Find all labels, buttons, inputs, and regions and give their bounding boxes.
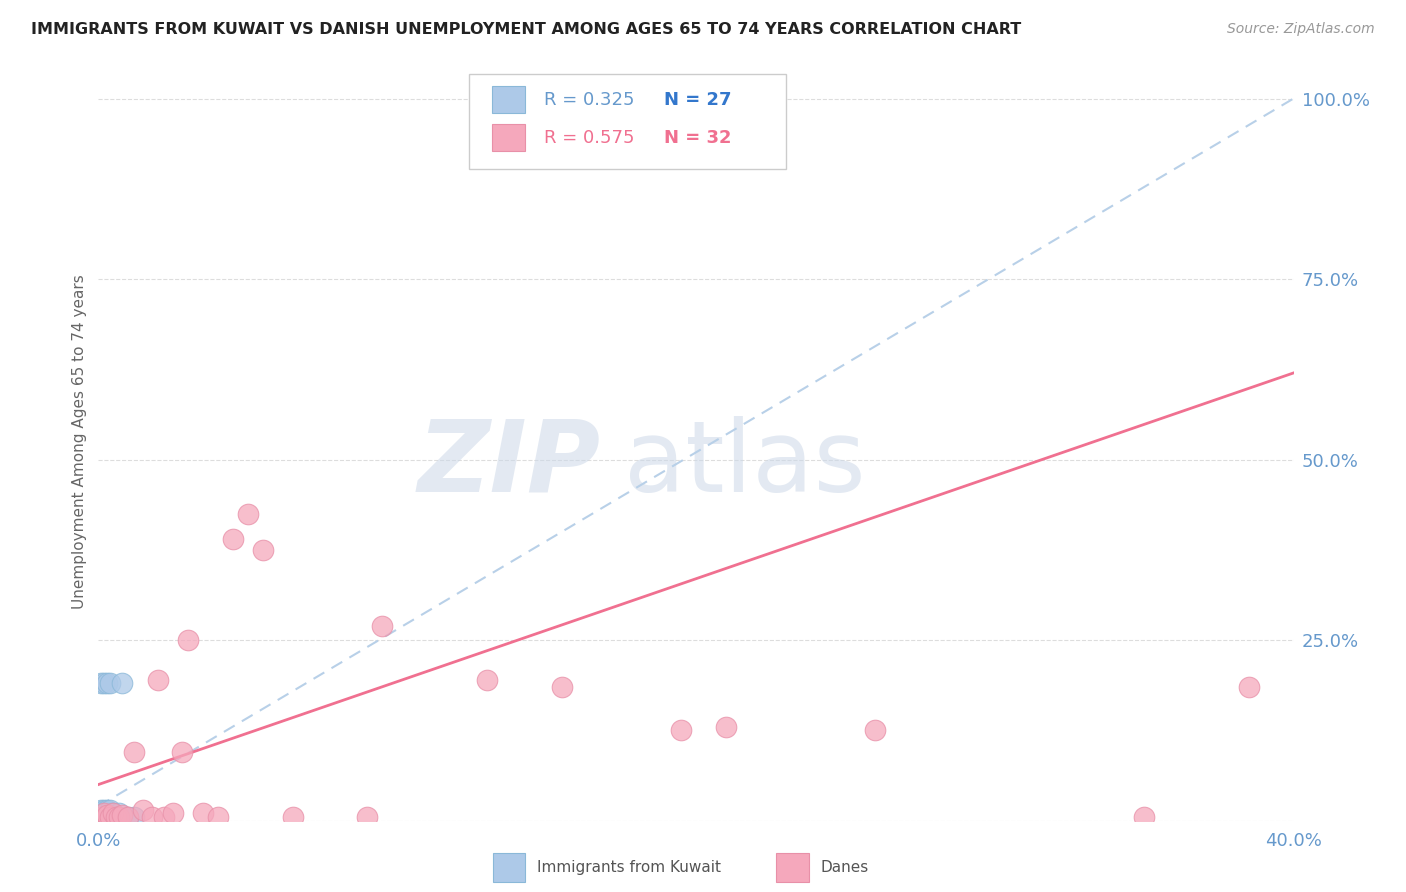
Point: [93, 808, 115, 822]
Point: [550, 680, 572, 694]
Point: [1237, 680, 1260, 694]
Point: [111, 808, 134, 822]
Text: atlas: atlas: [624, 416, 866, 513]
Point: [1133, 810, 1156, 824]
Point: [475, 673, 498, 687]
Bar: [492, 854, 526, 881]
Point: [172, 745, 194, 759]
Point: [90, 810, 112, 824]
Bar: [492, 86, 524, 113]
Point: [96, 804, 118, 818]
Point: [117, 810, 139, 824]
Point: [148, 673, 170, 687]
Point: [90, 676, 112, 690]
Point: [98, 810, 122, 824]
Y-axis label: Unemployment Among Ages 65 to 74 years: Unemployment Among Ages 65 to 74 years: [72, 274, 87, 609]
Point: [96, 803, 118, 817]
Text: N = 27: N = 27: [664, 91, 731, 109]
Point: [236, 507, 259, 521]
Point: [153, 810, 176, 824]
Point: [117, 810, 139, 824]
Point: [281, 810, 304, 824]
Bar: [776, 854, 808, 881]
Point: [669, 723, 692, 738]
Point: [124, 810, 146, 824]
Point: [90, 803, 112, 817]
Point: [90, 810, 112, 824]
Point: [124, 745, 146, 759]
Point: [93, 806, 115, 821]
Point: [98, 676, 122, 690]
Text: N = 32: N = 32: [664, 128, 731, 146]
Point: [177, 633, 200, 648]
Point: [714, 720, 737, 734]
Point: [222, 532, 245, 546]
Point: [252, 542, 274, 557]
Point: [865, 723, 887, 738]
Point: [96, 810, 118, 824]
Point: [103, 806, 125, 821]
Point: [93, 810, 115, 824]
Point: [96, 806, 118, 821]
Text: R = 0.575: R = 0.575: [544, 128, 634, 146]
Point: [93, 804, 115, 818]
Point: [108, 806, 131, 821]
Text: ZIP: ZIP: [418, 416, 600, 513]
Point: [93, 806, 115, 821]
Text: Source: ZipAtlas.com: Source: ZipAtlas.com: [1227, 22, 1375, 37]
Point: [90, 806, 112, 821]
Point: [356, 810, 378, 824]
Point: [105, 810, 128, 824]
Point: [111, 676, 134, 690]
FancyBboxPatch shape: [470, 74, 786, 169]
Point: [191, 806, 214, 821]
Point: [141, 810, 163, 824]
Point: [98, 803, 122, 817]
Text: R = 0.325: R = 0.325: [544, 91, 634, 109]
Point: [96, 808, 118, 822]
Point: [96, 808, 118, 822]
Point: [207, 810, 229, 824]
Point: [93, 676, 115, 690]
Point: [371, 618, 394, 632]
Point: [98, 808, 122, 822]
Point: [96, 676, 118, 690]
Point: [162, 806, 184, 821]
Point: [132, 803, 155, 817]
Point: [105, 810, 128, 824]
Point: [98, 810, 122, 824]
Text: IMMIGRANTS FROM KUWAIT VS DANISH UNEMPLOYMENT AMONG AGES 65 TO 74 YEARS CORRELAT: IMMIGRANTS FROM KUWAIT VS DANISH UNEMPLO…: [31, 22, 1021, 37]
Point: [103, 806, 125, 821]
Point: [108, 810, 131, 824]
Text: Immigrants from Kuwait: Immigrants from Kuwait: [537, 860, 721, 875]
Text: Danes: Danes: [821, 860, 869, 875]
Bar: [492, 124, 524, 151]
Point: [103, 810, 125, 824]
Point: [93, 803, 115, 817]
